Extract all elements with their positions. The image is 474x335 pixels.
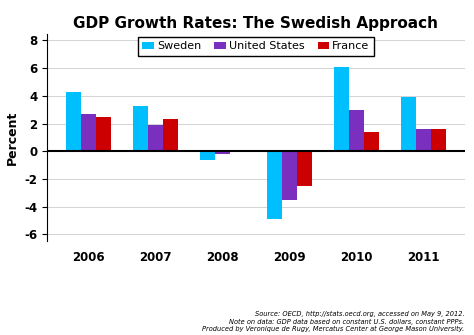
Bar	[349, 110, 364, 151]
Bar	[201, 151, 215, 159]
Bar	[96, 117, 110, 151]
Bar	[267, 151, 282, 219]
Bar	[416, 129, 431, 151]
Legend: Sweden, United States, France: Sweden, United States, France	[138, 37, 374, 56]
Bar	[282, 151, 297, 200]
Bar	[215, 151, 230, 154]
Bar	[66, 92, 81, 151]
Bar	[297, 151, 311, 186]
Bar	[364, 132, 379, 151]
Bar	[401, 97, 416, 151]
Y-axis label: Percent: Percent	[6, 110, 19, 164]
Bar	[431, 129, 446, 151]
Bar	[163, 119, 178, 151]
Text: Source: OECD, http://stats.oecd.org, accessed on May 9, 2012.
Note on data: GDP : Source: OECD, http://stats.oecd.org, acc…	[202, 311, 465, 332]
Bar	[133, 106, 148, 151]
Bar	[81, 114, 96, 151]
Bar	[148, 125, 163, 151]
Title: GDP Growth Rates: The Swedish Approach: GDP Growth Rates: The Swedish Approach	[73, 16, 438, 31]
Bar	[334, 67, 349, 151]
